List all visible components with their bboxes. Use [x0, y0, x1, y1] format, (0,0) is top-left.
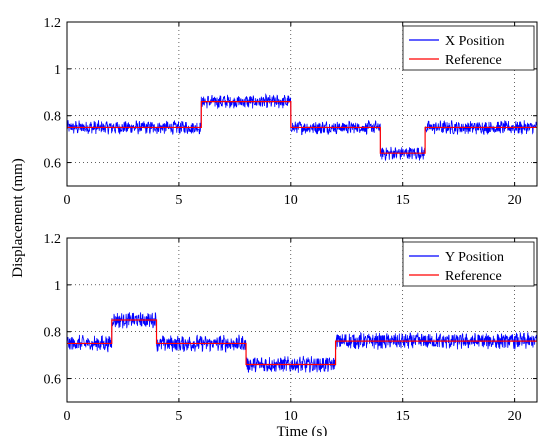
x-tick-label: 5: [175, 409, 182, 424]
y-tick-label: 0.6: [44, 373, 62, 388]
legend: X Position Reference: [402, 25, 535, 71]
plot-frame: [66, 237, 538, 403]
y-tick-label: 0.8: [44, 326, 62, 341]
y-tick-label: 1: [54, 63, 61, 78]
x-tick-label: 15: [396, 193, 410, 208]
x-axis-label: Time (s): [277, 424, 328, 436]
legend-label: Reference: [445, 53, 502, 68]
x-tick-label: 0: [64, 409, 71, 424]
x-tick-label: 20: [508, 193, 522, 208]
y-tick-label: 1.2: [44, 232, 62, 247]
plot-frame: [66, 21, 538, 187]
x-tick-label: 5: [175, 193, 182, 208]
series-line-reference: [67, 319, 537, 366]
series-group: [67, 92, 537, 162]
x-tick-label: 0: [64, 193, 71, 208]
y-tick-label: 1.2: [44, 16, 62, 31]
y-tick-label: 1: [54, 279, 61, 294]
x-tick-label: 15: [396, 409, 410, 424]
series-group: [67, 312, 537, 373]
y-position-chart: 0 5 10 15 20 0.6 0.8 1 1.2 Time (s) Y Position Refe…: [44, 232, 538, 436]
legend-label: Reference: [445, 269, 502, 284]
y-tick-label: 0.6: [44, 157, 62, 172]
x-position-chart: 0 5 10 15 20 0.6 0.8 1 1.2 X Position Reference: [44, 16, 538, 208]
legend-box: [402, 241, 535, 287]
series-line-y-position: [67, 312, 537, 373]
legend-label: Y Position: [445, 250, 504, 265]
y-tick-label: 0.8: [44, 110, 62, 125]
x-tick-label: 10: [284, 193, 298, 208]
shared-y-axis-label: Displacement (mm): [10, 158, 26, 278]
x-tick-label: 20: [508, 409, 522, 424]
legend: Y Position Reference: [402, 241, 535, 287]
series-line-reference: [67, 101, 537, 154]
x-tick-label: 10: [284, 409, 298, 424]
legend-box: [402, 25, 535, 71]
legend-label: X Position: [445, 34, 505, 49]
